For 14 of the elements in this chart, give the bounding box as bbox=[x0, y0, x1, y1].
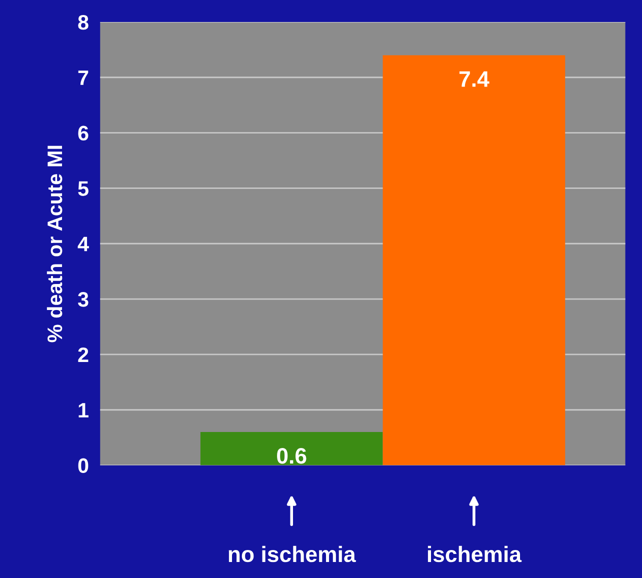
y-tick-label: 2 bbox=[78, 347, 88, 362]
data-label: 7.4 bbox=[459, 71, 490, 87]
data-label: 0.6 bbox=[277, 448, 306, 464]
x-tick-label: ischemia bbox=[428, 546, 522, 562]
y-tick-label: 5 bbox=[78, 181, 88, 196]
y-tick-label: 3 bbox=[78, 292, 88, 307]
y-tick-label: 1 bbox=[78, 403, 88, 418]
y-tick-label: 8 bbox=[78, 14, 88, 30]
y-tick-label: 4 bbox=[78, 236, 89, 252]
y-tick-label: 7 bbox=[78, 70, 88, 85]
x-tick-label: no ischemia bbox=[228, 546, 356, 562]
y-tick-label: 6 bbox=[78, 126, 88, 141]
y-axis-title: % death or Acute MI bbox=[46, 146, 62, 342]
y-tick-label: 0 bbox=[78, 458, 88, 474]
